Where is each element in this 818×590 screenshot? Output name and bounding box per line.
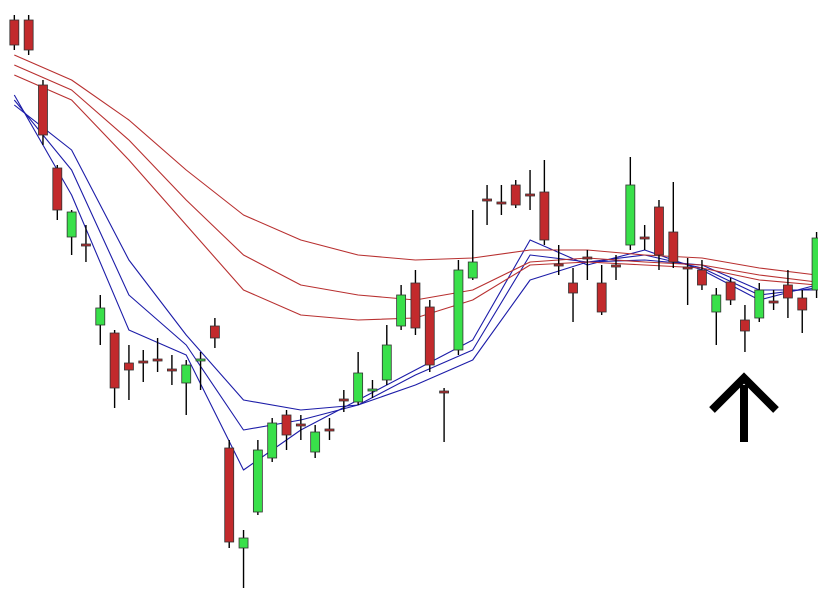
arrow-shape [709, 372, 779, 442]
candle-body [66, 211, 77, 238]
candle-body [596, 282, 607, 313]
candle-body [353, 372, 364, 403]
candle-body [453, 269, 464, 351]
candle-body [52, 167, 63, 211]
candle-body [725, 281, 736, 301]
candle-body [410, 282, 421, 329]
candle-body [224, 447, 235, 543]
candle-body [539, 191, 550, 241]
candle-body [467, 261, 478, 279]
candle-body [338, 398, 349, 402]
candle-body [697, 269, 707, 286]
candle-body [124, 362, 134, 371]
candle-body [768, 300, 779, 304]
candle-body [496, 201, 507, 205]
candle-body [754, 289, 765, 319]
candle-body [783, 284, 793, 299]
candle-body [582, 256, 593, 260]
candle-body [711, 294, 722, 313]
candle-body [367, 388, 378, 392]
candle-body [38, 84, 48, 136]
candle-body [81, 243, 91, 247]
candle-body [424, 306, 435, 366]
candle-body [9, 19, 20, 46]
candle-body [482, 198, 492, 202]
candle-body [167, 368, 177, 372]
candle-body [281, 414, 292, 436]
candle-body [740, 319, 750, 332]
arrow [709, 372, 779, 442]
candle-body [238, 537, 249, 549]
candle-body [152, 358, 163, 362]
candle-body [797, 297, 808, 311]
candle-body [324, 428, 335, 432]
candle-body [510, 184, 521, 206]
candle-body [811, 237, 818, 291]
candle-body [109, 332, 120, 389]
candle-body [138, 360, 149, 364]
moving-average [14, 54, 817, 276]
candle-body [611, 264, 621, 268]
candle-body [195, 358, 206, 362]
candle-body [252, 449, 263, 513]
candle-body [23, 19, 34, 51]
candle-body [625, 184, 636, 246]
candle-body [209, 325, 220, 339]
candle-body [553, 263, 564, 267]
candle-body [267, 422, 278, 459]
moving-average [13, 104, 817, 411]
candle-body [381, 344, 392, 381]
candle-body [682, 266, 693, 270]
candle-body [568, 282, 578, 294]
candle-body [439, 390, 449, 394]
candle-body [654, 206, 664, 256]
candle-body [668, 231, 679, 263]
candle-body [396, 294, 407, 327]
candle-body [95, 307, 106, 326]
candle-body [525, 193, 535, 197]
candle-body [639, 236, 650, 240]
candle-body [181, 364, 192, 384]
candle-body [295, 423, 306, 427]
candle-body [310, 431, 321, 453]
